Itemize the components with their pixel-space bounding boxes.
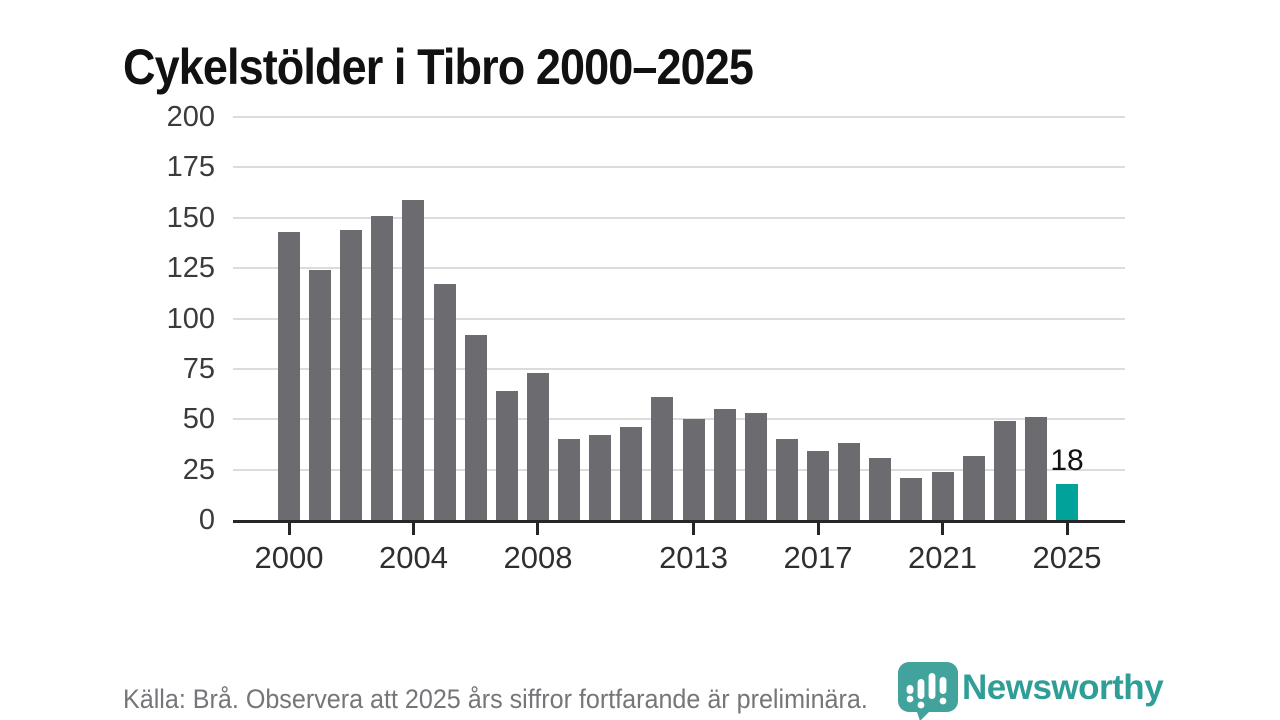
bar-2011: [620, 427, 643, 520]
bar-2017: [807, 451, 830, 520]
y-axis-tick-label: 50: [182, 403, 215, 436]
y-axis-tick-label: 175: [166, 151, 215, 184]
bar-2012: [651, 397, 674, 520]
bar-2006: [464, 334, 487, 520]
x-axis-tick-2025: [1065, 523, 1069, 535]
bar-2018: [838, 443, 861, 520]
bar-2025: [1056, 483, 1078, 520]
y-axis-tick-label: 0: [198, 504, 215, 536]
bar-2022: [962, 455, 985, 520]
x-axis-line: [233, 520, 1125, 523]
x-axis-tick-label: 2025: [1032, 540, 1102, 575]
bar-2024: [1024, 417, 1047, 520]
newsworthy-pin-barchart-icon: [898, 662, 958, 720]
y-axis-tick-label: 150: [166, 201, 215, 234]
bar-2019: [869, 457, 892, 520]
bar-2009: [558, 439, 581, 520]
gridline-y-75: [233, 367, 1125, 370]
x-axis-tick-label: 2000: [254, 540, 324, 575]
y-axis-tick-label: 100: [166, 302, 215, 335]
y-axis-tick-label: 25: [182, 453, 215, 486]
x-axis-tick-2000: [287, 523, 291, 535]
data-label-2025: 18: [1050, 443, 1084, 477]
chart-title: Cykelstölder i Tibro 2000–2025: [123, 38, 754, 95]
bar-2014: [713, 409, 736, 520]
newsworthy-wordmark: Newsworthy: [962, 668, 1164, 707]
gridline-y-150: [233, 216, 1125, 219]
x-axis-tick-2021: [941, 523, 945, 535]
bar-2000: [278, 231, 300, 520]
gridline-y-100: [233, 317, 1125, 320]
bar-2023: [993, 421, 1016, 520]
y-axis-tick-label: 125: [166, 252, 215, 285]
x-axis-tick-2013: [692, 523, 696, 535]
bar-2015: [744, 413, 767, 520]
bar-2010: [589, 435, 612, 520]
bar-2005: [433, 284, 456, 520]
bar-2020: [900, 477, 923, 520]
bar-2013: [682, 419, 705, 520]
gridline-y-125: [233, 267, 1125, 270]
bar-2004: [402, 199, 425, 520]
x-axis-tick-label: 2013: [659, 540, 729, 575]
gridline-y-200: [233, 116, 1125, 118]
bar-2021: [931, 471, 954, 520]
source-note: Källa: Brå. Observera att 2025 års siffr…: [123, 684, 868, 714]
bar-2016: [775, 439, 798, 520]
gridline-y-50: [233, 418, 1125, 421]
bar-2008: [526, 372, 549, 520]
x-axis-tick-2008: [536, 523, 540, 535]
x-axis-tick-label: 2004: [378, 540, 448, 575]
gridline-y-175: [233, 166, 1125, 169]
x-axis-tick-2004: [411, 523, 415, 535]
x-axis-tick-label: 2021: [908, 540, 977, 575]
x-axis-tick-2017: [816, 523, 820, 535]
x-axis-tick-label: 2017: [783, 540, 853, 575]
bar-2007: [495, 391, 518, 520]
y-axis-tick-label: 200: [166, 101, 215, 133]
x-axis-tick-label: 2008: [503, 540, 573, 575]
y-axis-tick-label: 75: [182, 352, 215, 385]
gridline-y-25: [233, 468, 1125, 471]
bar-2001: [309, 270, 332, 520]
bar-2003: [371, 215, 394, 520]
bar-2002: [340, 229, 363, 520]
newsworthy-logo: [895, 661, 959, 720]
